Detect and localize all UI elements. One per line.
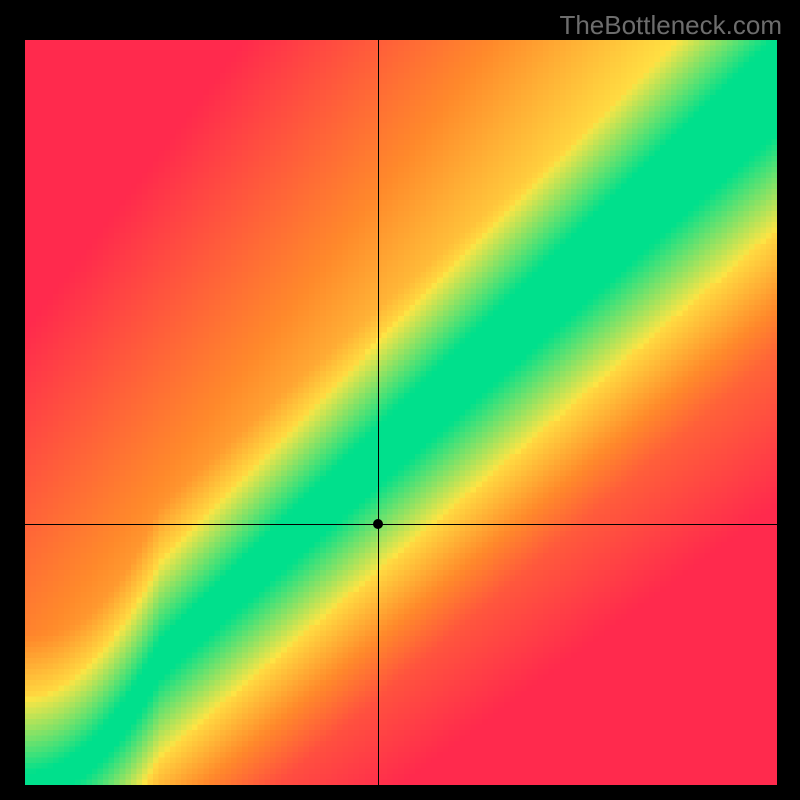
watermark-text: TheBottleneck.com [559, 10, 782, 41]
heatmap-canvas [25, 40, 777, 785]
crosshair-horizontal [25, 524, 777, 525]
chart-container: TheBottleneck.com [0, 0, 800, 800]
data-point-marker [373, 519, 383, 529]
crosshair-vertical [378, 40, 379, 785]
